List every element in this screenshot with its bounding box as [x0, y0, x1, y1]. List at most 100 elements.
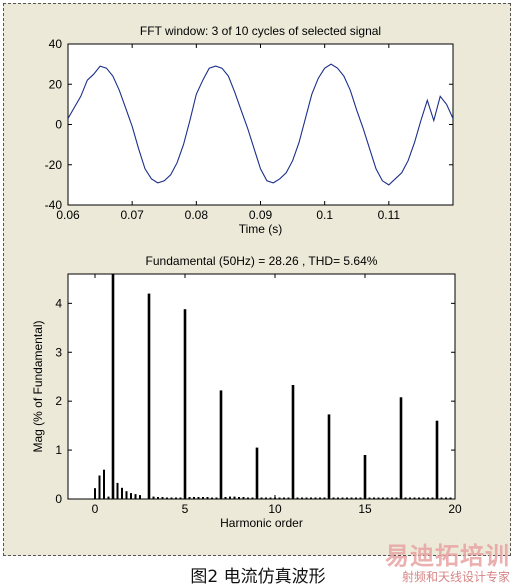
harmonic-bar [224, 497, 227, 499]
harmonic-bar [103, 469, 105, 499]
harmonic-bar [327, 414, 331, 499]
harmonic-bar [183, 309, 187, 499]
harmonic-bar [449, 497, 452, 499]
x-tick-label: 0.11 [378, 208, 401, 222]
harmonic-bar [296, 497, 299, 499]
harmonic-bar [98, 475, 101, 499]
x-tick-label: 15 [358, 502, 372, 516]
harmonic-bar [125, 491, 128, 499]
harmonic-bar [363, 455, 367, 499]
plot-area-1 [67, 43, 454, 206]
y-tick-label: 40 [49, 37, 63, 51]
harmonic-bar [377, 497, 380, 499]
x-tick-label: 0.08 [185, 208, 209, 222]
harmonic-bar [147, 293, 151, 499]
harmonic-bar [418, 497, 420, 499]
harmonic-bar [121, 487, 123, 499]
harmonic-bar [211, 497, 213, 499]
y-tick-label: 0 [55, 492, 62, 506]
harmonic-bar [193, 497, 195, 499]
plot-area-2 [67, 273, 456, 500]
harmonic-bar [319, 497, 321, 499]
harmonic-bar [422, 497, 425, 499]
harmonic-bar [219, 390, 223, 499]
harmonic-bar [346, 497, 348, 499]
x-tick-label: 0 [92, 502, 99, 516]
harmonic-bar [386, 497, 389, 499]
harmonic-bar [341, 497, 344, 499]
harmonic-bar [332, 497, 335, 499]
watermark: 易迪拓培训 射频和天线设计专家 [385, 536, 510, 585]
harmonic-bar [350, 497, 353, 499]
harmonic-bar [215, 497, 218, 499]
harmonic-bar [269, 497, 272, 499]
harmonic-bar [305, 497, 308, 499]
harmonic-bar [134, 494, 137, 499]
harmonic-bar [197, 497, 200, 499]
y-tick-label: -40 [45, 198, 63, 212]
harmonic-bar [255, 447, 259, 499]
harmonic-bar [179, 497, 182, 499]
harmonic-bar [206, 497, 209, 499]
x-tick-label: 10 [268, 502, 282, 516]
harmonic-bar [202, 497, 204, 499]
y-tick-label: 20 [49, 77, 63, 91]
harmonic-bar [337, 497, 339, 499]
harmonic-bar [310, 497, 312, 499]
harmonic-bar [166, 497, 168, 499]
y-tick-label: 3 [55, 345, 62, 359]
harmonic-bar [435, 420, 439, 499]
x-axis-label-2: Harmonic order [220, 516, 303, 530]
harmonic-bar [242, 497, 245, 499]
chart-title-1: FFT window: 3 of 10 cycles of selected s… [140, 24, 381, 38]
harmonic-bar [409, 497, 411, 499]
harmonic-bar [323, 497, 326, 499]
harmonic-bar [170, 497, 173, 499]
harmonic-bar [373, 497, 375, 499]
harmonic-bar [391, 497, 393, 499]
harmonic-bar [265, 497, 267, 499]
harmonic-bar [247, 497, 249, 499]
watermark-subtitle: 射频和天线设计专家 [401, 570, 510, 584]
harmonic-bar [130, 493, 132, 499]
harmonic-bar [139, 495, 141, 499]
harmonic-bar [301, 497, 303, 499]
harmonic-bar [175, 497, 177, 499]
harmonic-bar [355, 497, 357, 499]
harmonic-bar [291, 385, 295, 499]
y-tick-label: 1 [55, 443, 62, 457]
x-tick-label: 5 [182, 502, 189, 516]
harmonic-bar [251, 497, 254, 499]
figure-caption: 图2 电流仿真波形 [190, 567, 326, 587]
harmonic-bar [283, 497, 285, 499]
harmonic-bar [413, 497, 416, 499]
harmonic-bar [188, 497, 191, 499]
harmonic-bar [233, 496, 236, 499]
x-tick-label: 0.07 [120, 208, 144, 222]
harmonic-bar [359, 497, 362, 499]
harmonic-bar [278, 497, 281, 499]
y-tick-label: 2 [55, 394, 62, 408]
harmonic-bar [314, 497, 317, 499]
harmonic-bar [161, 497, 164, 499]
harmonic-bar [260, 497, 263, 499]
harmonic-bar [382, 497, 384, 499]
harmonic-bar [94, 488, 96, 499]
y-tick-label: 0 [55, 118, 62, 132]
harmonic-bar [395, 497, 398, 499]
x-tick-label: 0.09 [249, 208, 273, 222]
harmonic-bar [427, 497, 429, 499]
x-axis-label-1: Time (s) [239, 222, 283, 236]
y-tick-label: -20 [45, 158, 63, 172]
harmonic-bar [440, 497, 443, 499]
x-tick-label: 0.06 [56, 208, 80, 222]
harmonic-bar [152, 496, 155, 499]
harmonic-bar [431, 497, 434, 499]
harmonic-bar [111, 274, 115, 499]
x-tick-label: 20 [448, 502, 462, 516]
harmonic-bar [274, 497, 276, 499]
watermark-logo-text: 易迪拓培训 [385, 542, 510, 570]
harmonic-bar [404, 497, 407, 499]
harmonic-bar [157, 497, 159, 499]
